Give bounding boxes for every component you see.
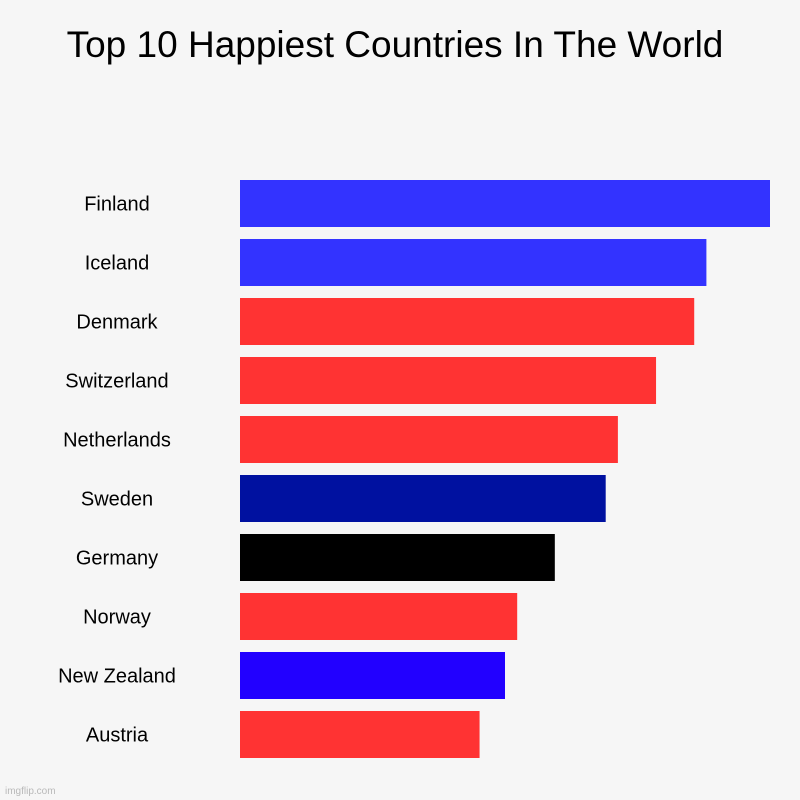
bar-denmark [240,298,695,345]
bar-new-zealand [240,652,505,699]
category-label-austria: Austria [86,725,149,747]
category-label-finland: Finland [84,194,150,216]
category-label-sweden: Sweden [81,489,153,511]
bar-switzerland [240,357,657,404]
bar-austria [240,711,480,758]
bar-netherlands [240,416,618,463]
category-label-switzerland: Switzerland [65,371,168,393]
watermark: imgflip.com [5,786,56,797]
category-label-denmark: Denmark [76,312,158,334]
category-label-germany: Germany [76,548,158,570]
bar-sweden [240,475,606,522]
category-label-iceland: Iceland [85,253,150,275]
category-label-netherlands: Netherlands [63,430,171,452]
bar-iceland [240,239,707,286]
bar-germany [240,534,555,581]
chart-title: Top 10 Happiest Countries In The World [66,24,724,65]
category-label-norway: Norway [83,607,151,629]
category-label-new-zealand: New Zealand [58,666,176,688]
bar-norway [240,593,518,640]
bar-finland [240,180,770,227]
